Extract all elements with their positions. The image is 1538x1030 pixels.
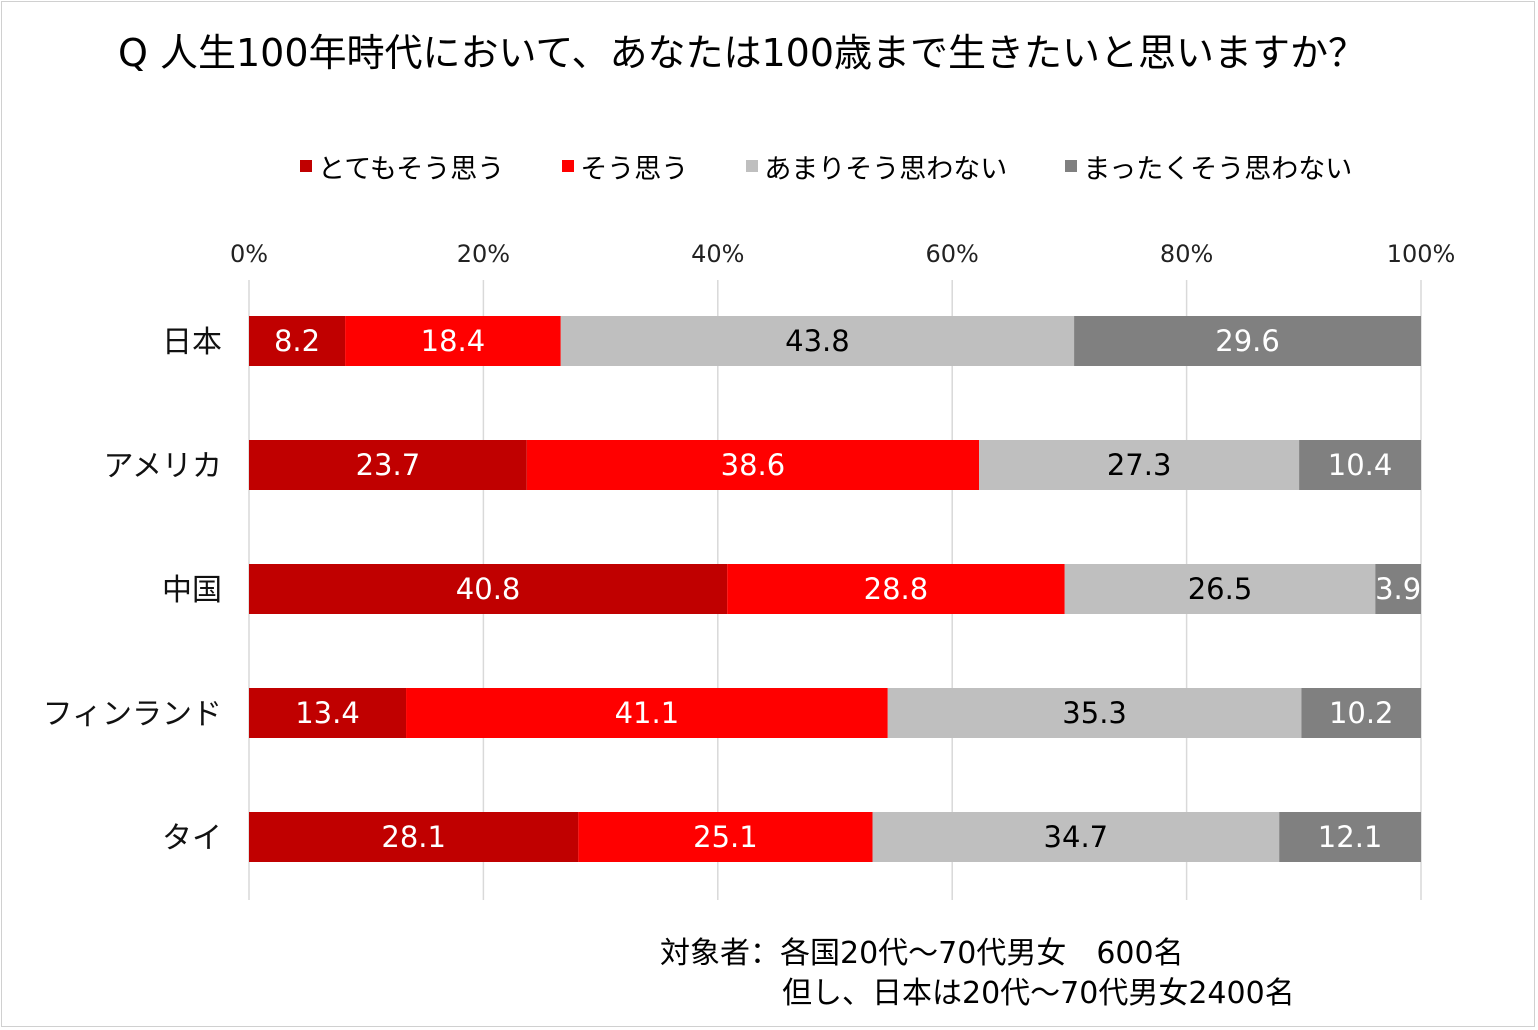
bar-1-0 [249, 440, 527, 490]
legend-item-3: あまりそう思わない [746, 147, 1007, 186]
data-label-0-2: 43.8 [785, 324, 850, 358]
category-label-0: 日本 [162, 325, 222, 360]
data-label-4-3: 12.1 [1318, 820, 1383, 854]
bar-4-0 [249, 812, 579, 862]
footnote-line-1: 対象者：各国20代～70代男女 600名 [660, 936, 1184, 971]
data-label-1-2: 27.3 [1107, 448, 1172, 482]
legend-item-4: まったくそう思わない [1065, 147, 1352, 186]
legend-label-1: とてもそう思う [318, 153, 505, 185]
x-tick-label-2: 40% [691, 240, 744, 268]
category-label-3: フィンランド [43, 697, 222, 732]
legend-swatch-1 [300, 160, 312, 172]
bar-4-2 [872, 812, 1280, 862]
bar-3-2 [887, 688, 1302, 738]
legend-swatch-4 [1065, 160, 1078, 172]
bar-3-3 [1301, 688, 1421, 738]
legend-item-2: そう思う [562, 147, 688, 186]
data-label-3-0: 13.4 [295, 696, 360, 730]
bar-3-0 [249, 688, 407, 738]
bar-1-3 [1299, 440, 1421, 490]
data-label-1-3: 10.4 [1328, 448, 1393, 482]
bar-1-2 [979, 440, 1300, 490]
legend: とてもそう思う そう思う あまりそう思わない まったくそう思わない [300, 147, 1352, 186]
category-label-4: タイ [162, 821, 222, 856]
legend-label-3: あまりそう思わない [764, 153, 1008, 185]
x-tick-label-0: 0% [230, 240, 268, 268]
bar-2-3 [1375, 564, 1421, 614]
legend-label-2: そう思う [580, 153, 689, 185]
footnote-line-2: 但し、日本は20代～70代男女2400名 [782, 976, 1295, 1011]
chart-title: Q 人生100年時代において、あなたは100歳まで生きたいと思いますか？ [118, 31, 1367, 75]
data-label-2-3: 3.9 [1375, 572, 1421, 606]
data-label-4-1: 25.1 [693, 820, 758, 854]
bar-4-3 [1279, 812, 1421, 862]
data-label-1-1: 38.6 [721, 448, 786, 482]
data-label-2-0: 40.8 [456, 572, 521, 606]
bar-2-0 [249, 564, 728, 614]
bar-0-0 [249, 316, 346, 366]
x-tick-label-1: 20% [457, 240, 510, 268]
bar-4-1 [578, 812, 873, 862]
data-label-2-1: 28.8 [864, 572, 929, 606]
legend-label-4: まったくそう思わない [1083, 153, 1353, 185]
data-label-4-0: 28.1 [381, 820, 446, 854]
category-label-1: アメリカ [104, 449, 223, 484]
bar-2-2 [1064, 564, 1376, 614]
data-label-1-0: 23.7 [356, 448, 421, 482]
bar-2-1 [727, 564, 1065, 614]
data-label-3-1: 41.1 [615, 696, 680, 730]
data-label-3-2: 35.3 [1062, 696, 1127, 730]
legend-item-1: とてもそう思う [300, 147, 504, 186]
category-label-2: 中国 [162, 573, 222, 608]
x-tick-label-5: 100% [1387, 240, 1456, 268]
x-tick-label-3: 60% [926, 240, 979, 268]
x-tick-label-4: 80% [1160, 240, 1213, 268]
bar-1-1 [526, 440, 980, 490]
bar-0-1 [345, 316, 561, 366]
data-label-0-0: 8.2 [274, 324, 320, 358]
data-label-0-3: 29.6 [1215, 324, 1280, 358]
legend-swatch-3 [746, 160, 759, 172]
bar-0-3 [1074, 316, 1421, 366]
data-label-4-2: 34.7 [1044, 820, 1109, 854]
legend-swatch-2 [562, 160, 575, 172]
data-label-2-2: 26.5 [1188, 572, 1253, 606]
bar-0-2 [560, 316, 1075, 366]
bar-3-1 [406, 688, 888, 738]
data-label-0-1: 18.4 [421, 324, 486, 358]
data-label-3-3: 10.2 [1329, 696, 1394, 730]
